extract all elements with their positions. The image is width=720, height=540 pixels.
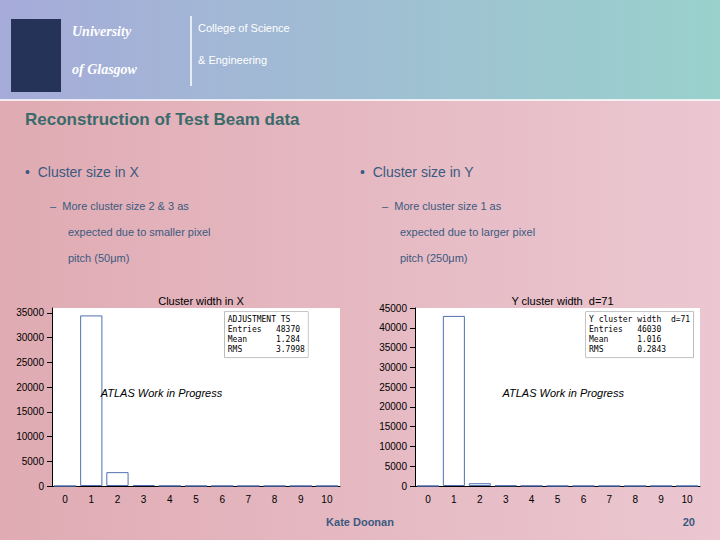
svg-text:– More cluster size 1 as: – More cluster size 1 as <box>382 200 502 212</box>
svg-text:30000: 30000 <box>379 362 407 373</box>
svg-text:RMS 0.2843: RMS 0.2843 <box>589 345 666 354</box>
svg-text:9: 9 <box>298 494 304 505</box>
svg-text:10000: 10000 <box>379 441 407 452</box>
svg-text:20: 20 <box>683 516 695 528</box>
svg-text:7: 7 <box>246 494 252 505</box>
svg-text:4: 4 <box>167 494 173 505</box>
svg-text:9: 9 <box>658 494 664 505</box>
svg-text:Entries 48370: Entries 48370 <box>228 325 300 334</box>
svg-text:Reconstruction of Test Beam da: Reconstruction of Test Beam data <box>25 110 300 129</box>
svg-text:Entries 46030: Entries 46030 <box>589 325 661 334</box>
svg-text:University: University <box>72 24 132 39</box>
svg-text:30000: 30000 <box>16 332 44 343</box>
svg-text:0: 0 <box>62 494 68 505</box>
svg-text:1: 1 <box>451 494 457 505</box>
svg-text:10000: 10000 <box>16 431 44 442</box>
svg-text:40000: 40000 <box>379 322 407 333</box>
svg-text:Kate Doonan: Kate Doonan <box>326 516 394 528</box>
svg-text:Mean 1.284: Mean 1.284 <box>228 335 300 344</box>
svg-text:ATLAS Work in Progress: ATLAS Work in Progress <box>501 387 624 399</box>
svg-text:College of Science: College of Science <box>198 22 290 34</box>
svg-text:3: 3 <box>503 494 509 505</box>
svg-text:10: 10 <box>681 494 693 505</box>
svg-text:20000: 20000 <box>16 382 44 393</box>
svg-text:Y cluster width d=71: Y cluster width d=71 <box>511 295 613 307</box>
svg-text:20000: 20000 <box>379 401 407 412</box>
svg-text:– More cluster size 2 & 3 as: – More cluster size 2 & 3 as <box>50 200 189 212</box>
svg-text:• Cluster size in X: • Cluster size in X <box>25 164 139 180</box>
svg-text:of Glasgow: of Glasgow <box>72 62 138 77</box>
svg-text:0: 0 <box>38 481 44 492</box>
svg-text:expected due to smaller pixel: expected due to smaller pixel <box>68 226 210 238</box>
svg-text:2: 2 <box>115 494 121 505</box>
svg-text:ATLAS Work in Progress: ATLAS Work in Progress <box>100 387 223 399</box>
svg-text:RMS 3.7998: RMS 3.7998 <box>228 345 305 354</box>
svg-text:7: 7 <box>607 494 613 505</box>
svg-text:25000: 25000 <box>16 357 44 368</box>
svg-text:0: 0 <box>425 494 431 505</box>
svg-text:8: 8 <box>632 494 638 505</box>
svg-text:6: 6 <box>581 494 587 505</box>
svg-text:25000: 25000 <box>379 382 407 393</box>
svg-text:15000: 15000 <box>379 421 407 432</box>
svg-text:pitch (250μm): pitch (250μm) <box>400 252 467 264</box>
svg-text:5: 5 <box>193 494 199 505</box>
svg-text:35000: 35000 <box>379 342 407 353</box>
svg-text:Y cluster width d=71: Y cluster width d=71 <box>589 315 690 324</box>
svg-text:35000: 35000 <box>16 307 44 318</box>
svg-text:5000: 5000 <box>385 461 408 472</box>
svg-text:4: 4 <box>529 494 535 505</box>
svg-text:8: 8 <box>272 494 278 505</box>
svg-text:5000: 5000 <box>22 456 45 467</box>
svg-text:Mean 1.016: Mean 1.016 <box>589 335 661 344</box>
svg-text:3: 3 <box>141 494 147 505</box>
svg-text:Cluster width in X: Cluster width in X <box>158 295 244 307</box>
svg-text:5: 5 <box>555 494 561 505</box>
svg-text:• Cluster size in Y: • Cluster size in Y <box>360 164 474 180</box>
svg-text:& Engineering: & Engineering <box>198 54 267 66</box>
svg-text:1: 1 <box>88 494 94 505</box>
svg-text:expected due to larger pixel: expected due to larger pixel <box>400 226 535 238</box>
svg-text:15000: 15000 <box>16 406 44 417</box>
svg-text:2: 2 <box>477 494 483 505</box>
svg-text:ADJUSTMENT TS: ADJUSTMENT TS <box>228 315 291 324</box>
svg-text:6: 6 <box>219 494 225 505</box>
svg-text:0: 0 <box>401 481 407 492</box>
svg-text:10: 10 <box>321 494 333 505</box>
svg-text:45000: 45000 <box>379 303 407 314</box>
svg-text:pitch (50μm): pitch (50μm) <box>68 252 129 264</box>
